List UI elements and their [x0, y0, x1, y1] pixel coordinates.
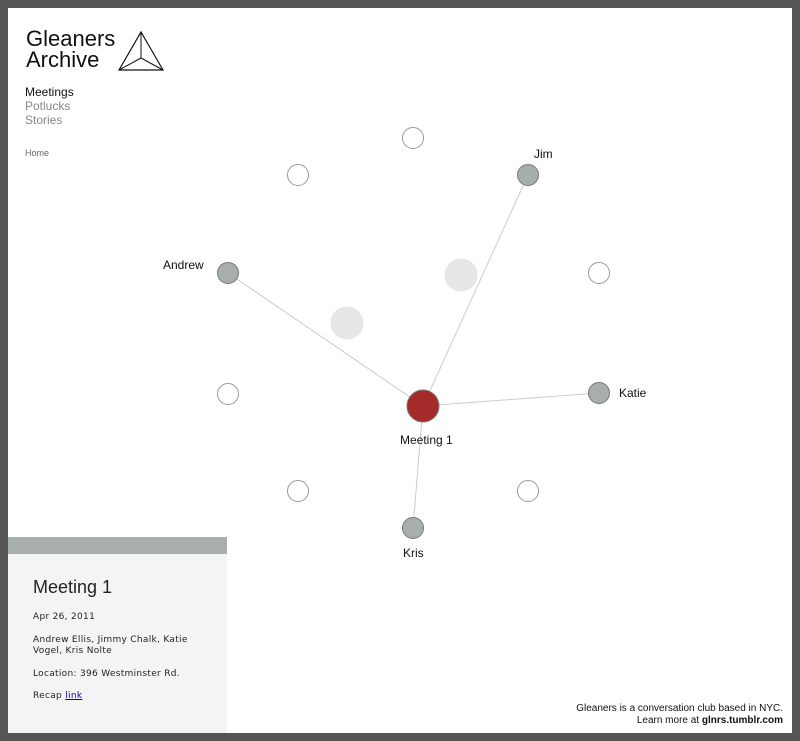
person-label-kris: Kris: [403, 546, 424, 560]
footer-site-link[interactable]: glnrs.tumblr.com: [701, 715, 783, 726]
empty-node[interactable]: [588, 262, 610, 284]
panel-title: Meeting 1: [33, 577, 113, 597]
main-nav: Meetings Potlucks Stories: [25, 85, 74, 127]
meeting-recap: Recap link: [33, 691, 82, 702]
empty-node[interactable]: [517, 480, 539, 502]
empty-node[interactable]: [402, 127, 424, 149]
panel-header-bar: [8, 537, 227, 554]
empty-node[interactable]: [217, 383, 239, 405]
meeting-detail-panel: Meeting 1 Apr 26, 2011 Andrew Ellis, Jim…: [8, 554, 227, 733]
site-title-line1: Gleaners: [26, 26, 116, 51]
site-title-line2: Archive: [26, 47, 100, 72]
home-link[interactable]: Home: [25, 148, 50, 158]
recap-label: Recap: [33, 691, 63, 701]
person-label-katie: Katie: [619, 386, 647, 400]
meeting-graph: Jim Andrew Katie Kris Meeting 1: [163, 127, 647, 560]
person-node-andrew[interactable]: [217, 262, 239, 284]
person-label-jim: Jim: [534, 147, 553, 161]
footer-line2: Learn more at glnrs.tumblr.com: [576, 715, 783, 727]
edge-jim: [422, 174, 529, 407]
ghost-node[interactable]: [444, 258, 478, 292]
recap-link[interactable]: link: [65, 691, 83, 701]
nav-item-meetings[interactable]: Meetings: [25, 85, 74, 99]
edge-kris: [412, 405, 424, 529]
footer: Gleaners is a conversation club based in…: [576, 703, 783, 727]
meeting-node[interactable]: [406, 389, 440, 423]
meeting-label: Meeting 1: [400, 433, 453, 447]
meeting-date: Apr 26, 2011: [33, 612, 96, 622]
edge-andrew: [227, 272, 424, 407]
triangle-logo-icon: [117, 30, 165, 71]
nav-item-stories[interactable]: Stories: [25, 113, 63, 127]
edge-katie: [422, 392, 600, 407]
meeting-location: Location: 396 Westminster Rd.: [33, 669, 180, 679]
footer-line2-prefix: Learn more at: [636, 715, 700, 726]
nav-item-potlucks[interactable]: Potlucks: [25, 99, 71, 113]
page: Gleaners Archive Meetings Potlucks Stori…: [8, 8, 792, 733]
empty-node[interactable]: [287, 164, 309, 186]
person-label-andrew: Andrew: [163, 258, 204, 272]
person-node-kris[interactable]: [402, 517, 424, 539]
site-title[interactable]: Gleaners Archive: [26, 26, 116, 72]
person-node-jim[interactable]: [517, 164, 539, 186]
ghost-node[interactable]: [330, 306, 364, 340]
footer-line1: Gleaners is a conversation club based in…: [576, 703, 783, 714]
meeting-attendees: Andrew Ellis, Jimmy Chalk, Katie Vogel, …: [33, 635, 188, 656]
person-node-katie[interactable]: [588, 382, 610, 404]
empty-node[interactable]: [287, 480, 309, 502]
